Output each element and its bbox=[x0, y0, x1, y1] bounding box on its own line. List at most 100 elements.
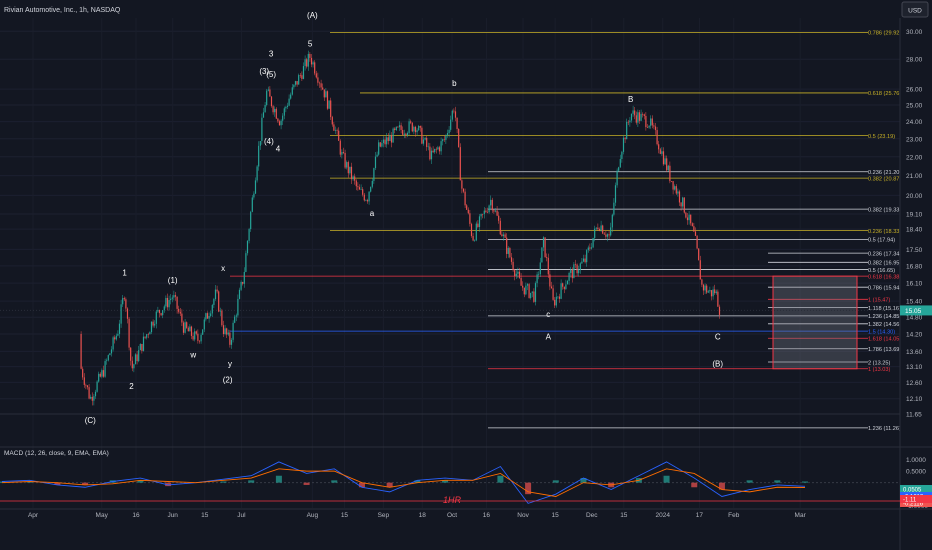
candle-body bbox=[672, 181, 674, 190]
candle-body bbox=[402, 129, 404, 135]
macd-value-text: -1.11 bbox=[903, 497, 917, 503]
candle-body bbox=[259, 140, 261, 146]
candle-body bbox=[514, 270, 516, 277]
candle-body bbox=[139, 344, 141, 351]
time-tick-label: 15 bbox=[552, 512, 560, 519]
candle-body bbox=[634, 110, 636, 116]
candle-body bbox=[458, 129, 460, 148]
candle-body bbox=[499, 220, 501, 235]
candle-body bbox=[490, 199, 492, 206]
fib-label: 1.786 (13.69) bbox=[868, 347, 901, 353]
candle-body bbox=[522, 285, 524, 288]
candle-body bbox=[587, 247, 589, 251]
candle-body bbox=[371, 180, 373, 187]
candle-body bbox=[221, 310, 223, 326]
candle-body bbox=[448, 129, 450, 134]
candle-body bbox=[491, 199, 493, 211]
candle-body bbox=[710, 290, 713, 297]
candle-body bbox=[666, 158, 668, 171]
candle-body bbox=[486, 211, 489, 213]
candle-body bbox=[90, 396, 92, 399]
candle-body bbox=[126, 308, 129, 319]
candle-body bbox=[323, 89, 325, 98]
candle-body bbox=[586, 250, 588, 263]
candle-body bbox=[664, 158, 666, 165]
price-tick-label: 11.65 bbox=[906, 412, 922, 419]
candle-body bbox=[237, 298, 239, 316]
time-tick-label: Aug bbox=[307, 512, 319, 519]
candle-body bbox=[683, 197, 685, 213]
candle-body bbox=[328, 100, 330, 109]
macd-pane: MACD (12, 26, close, 9, EMA, EMA) 1.0000 0… bbox=[0, 446, 932, 510]
price-tick-label: 14.20 bbox=[906, 331, 923, 338]
candle-body bbox=[648, 125, 650, 128]
candle-body bbox=[462, 188, 465, 192]
candle-body bbox=[301, 75, 303, 79]
candle-body bbox=[168, 300, 170, 308]
candle-body bbox=[384, 139, 386, 145]
candle-body bbox=[282, 115, 284, 121]
candle-body bbox=[350, 166, 353, 180]
candle-body bbox=[158, 309, 161, 314]
candle-body bbox=[517, 271, 519, 274]
candle-body bbox=[432, 150, 434, 153]
candle-body bbox=[184, 322, 186, 333]
candle-body bbox=[98, 373, 100, 382]
candle-body bbox=[141, 344, 143, 351]
candle-body bbox=[222, 325, 225, 335]
macd-value-text: -0.2116 bbox=[903, 501, 924, 507]
fib-label: 0.5 (17.94) bbox=[868, 238, 895, 244]
candle-body bbox=[187, 327, 189, 332]
candle-body bbox=[506, 237, 508, 254]
candle-body bbox=[174, 295, 177, 297]
candle-body bbox=[485, 210, 487, 212]
candle-body bbox=[414, 126, 417, 133]
candle-body bbox=[200, 334, 202, 342]
candle-body bbox=[378, 142, 380, 155]
candle-body bbox=[638, 112, 641, 121]
candle-body bbox=[208, 316, 210, 319]
candle-body bbox=[624, 137, 626, 140]
candle-body bbox=[677, 191, 679, 194]
candle-body bbox=[355, 180, 357, 187]
candle-body bbox=[286, 105, 289, 107]
macd-histogram-bar bbox=[220, 481, 227, 483]
candle-body bbox=[94, 391, 97, 397]
wave-label: b bbox=[452, 79, 457, 88]
candle-body bbox=[600, 225, 602, 231]
price-tick-label: 20.00 bbox=[906, 193, 923, 200]
candle-body bbox=[584, 258, 586, 263]
candle-body bbox=[366, 200, 369, 202]
candle-body bbox=[424, 137, 426, 140]
candle-body bbox=[616, 170, 618, 186]
time-tick-label: 15 bbox=[341, 512, 349, 519]
candle-body bbox=[218, 291, 220, 312]
candle-body bbox=[190, 326, 193, 336]
candle-body bbox=[194, 331, 196, 340]
candle-body bbox=[456, 117, 458, 130]
candle-body bbox=[250, 211, 252, 230]
macd-histogram-bar bbox=[746, 480, 753, 483]
candle-body bbox=[438, 147, 441, 152]
price-tick-label: 17.50 bbox=[906, 247, 923, 254]
candle-body bbox=[715, 291, 717, 294]
fib-label: 1.382 (14.56) bbox=[868, 322, 901, 328]
wave-label: (3) bbox=[259, 67, 269, 76]
candle-body bbox=[246, 240, 249, 254]
candle-body bbox=[365, 200, 367, 201]
macd-histogram-bar bbox=[802, 481, 808, 483]
candle-body bbox=[165, 297, 167, 307]
candle-body bbox=[650, 118, 652, 126]
candle-body bbox=[302, 66, 305, 79]
candle-body bbox=[678, 191, 681, 203]
candle-body bbox=[549, 274, 551, 287]
currency-button[interactable] bbox=[901, 1, 929, 18]
macd-value-tag bbox=[900, 485, 932, 493]
candle-body bbox=[344, 152, 346, 168]
macd-histogram-bar bbox=[580, 478, 587, 483]
wave-label: c bbox=[546, 310, 550, 319]
wave-label: (2) bbox=[223, 375, 233, 384]
candle-body bbox=[416, 130, 418, 133]
symbol-title: Rivian Automotive, Inc., 1h, NASDAQ bbox=[4, 7, 121, 14]
candle-body bbox=[102, 370, 105, 377]
